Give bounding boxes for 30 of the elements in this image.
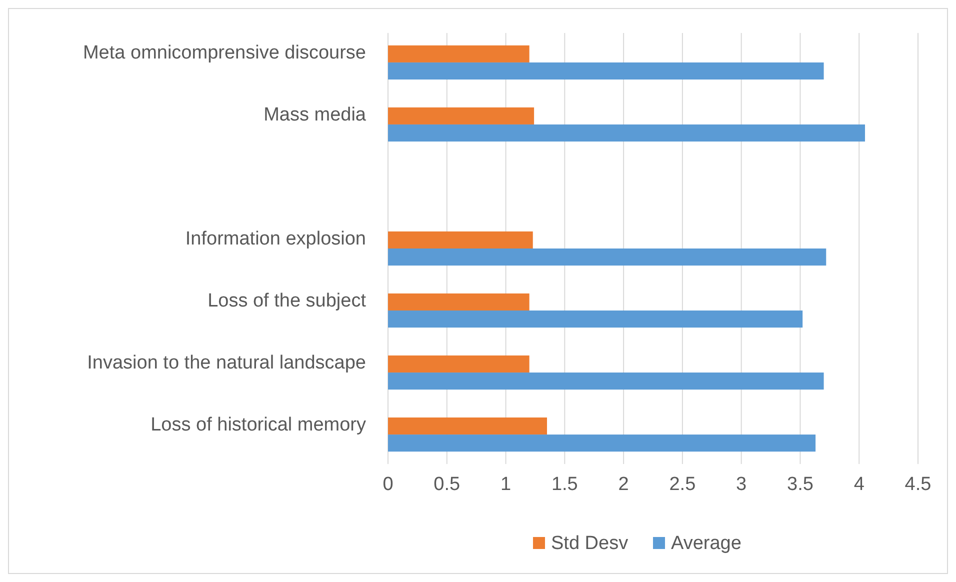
y-tick-label: Loss of historical memory — [150, 414, 366, 436]
bar — [388, 372, 824, 390]
y-tick-label: Loss of the subject — [208, 290, 367, 312]
x-tick-label: 3 — [736, 474, 747, 495]
bar — [388, 62, 824, 80]
x-tick-label: 0 — [382, 474, 394, 495]
bar — [388, 248, 826, 266]
x-tick-label: 0.5 — [434, 474, 460, 495]
bar — [388, 231, 533, 248]
bar — [388, 434, 816, 452]
y-tick-label: Information explosion — [185, 228, 366, 250]
x-tick-label: 4.5 — [904, 474, 932, 495]
y-tick-label: Meta omnicomprensive discourse — [82, 42, 366, 64]
legend-label: Std Desv — [551, 533, 629, 554]
bar — [388, 355, 530, 373]
x-tick-label: 4 — [854, 474, 865, 495]
x-tick-label: 3.5 — [787, 474, 814, 495]
x-tick-label: 1.5 — [551, 474, 578, 495]
bar — [388, 417, 547, 435]
bar — [388, 45, 530, 62]
y-tick-label: Mass media — [264, 104, 366, 126]
x-tick-label: 1 — [500, 474, 512, 495]
bar — [388, 107, 534, 124]
legend-label: Average — [671, 533, 742, 554]
bar — [388, 310, 803, 328]
bar — [388, 293, 530, 311]
y-tick-label: Invasion to the natural landscape — [87, 352, 366, 374]
bar — [388, 124, 865, 142]
x-tick-label: 2 — [618, 474, 629, 495]
x-tick-label: 2.5 — [669, 474, 696, 495]
